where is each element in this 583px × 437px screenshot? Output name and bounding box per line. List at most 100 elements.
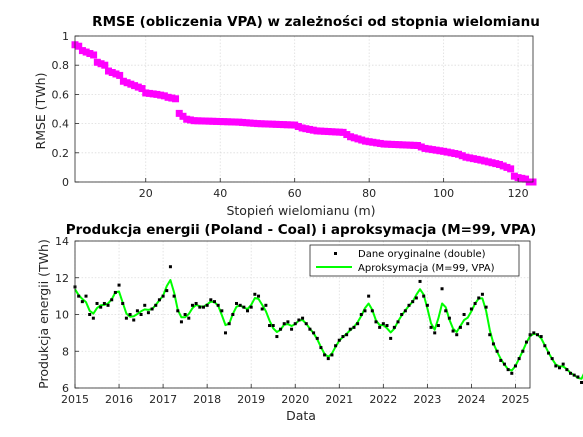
original-data-point <box>173 295 176 298</box>
original-data-point <box>411 300 414 303</box>
original-data-point <box>525 341 528 344</box>
original-data-point <box>400 313 403 316</box>
rmse-point <box>172 95 179 102</box>
original-data-point <box>536 333 539 336</box>
original-data-point <box>474 302 477 305</box>
original-data-point <box>253 293 256 296</box>
energy-y-tick-label-1: 8 <box>62 345 69 358</box>
original-data-point <box>367 295 370 298</box>
original-data-point <box>485 306 488 309</box>
original-data-point <box>231 313 234 316</box>
original-data-point <box>389 337 392 340</box>
rmse-y-tick-label-2: 0.4 <box>52 118 70 131</box>
original-data-point <box>576 375 579 378</box>
original-data-point <box>209 298 212 301</box>
original-data-point <box>360 313 363 316</box>
original-data-point <box>187 317 190 320</box>
original-data-point <box>275 335 278 338</box>
original-data-point <box>191 304 194 307</box>
original-data-point <box>444 309 447 312</box>
legend-label-approximation: Aproksymacja (M=99, VPA) <box>358 263 495 274</box>
rmse-y-tick-label-5: 1 <box>62 30 69 43</box>
original-data-point <box>180 320 183 323</box>
original-data-point <box>345 333 348 336</box>
original-data-point <box>330 353 333 356</box>
original-data-point <box>85 295 88 298</box>
original-data-point <box>459 326 462 329</box>
original-data-point <box>551 357 554 360</box>
original-data-point <box>334 344 337 347</box>
original-data-point <box>129 313 132 316</box>
original-data-point <box>499 359 502 362</box>
rmse-chart: RMSE (obliczenia VPA) w zależności od st… <box>33 14 540 218</box>
original-data-point <box>235 302 238 305</box>
energy-x-tick-label-7: 2022 <box>369 393 397 406</box>
original-data-point <box>96 302 99 305</box>
rmse-y-axis-label: RMSE (TWh) <box>33 73 48 150</box>
original-data-point <box>165 289 168 292</box>
original-data-point <box>448 317 451 320</box>
original-data-point <box>477 296 480 299</box>
original-data-point <box>250 306 253 309</box>
original-data-point <box>463 313 466 316</box>
original-data-point <box>239 304 242 307</box>
original-data-point <box>558 366 561 369</box>
original-data-point <box>481 293 484 296</box>
energy-x-tick-label-4: 2019 <box>237 393 265 406</box>
original-data-point <box>140 313 143 316</box>
original-data-point <box>319 346 322 349</box>
energy-y-axis-label: Produkcja energii (TWh) <box>36 239 51 389</box>
original-data-point <box>352 326 355 329</box>
original-data-point <box>455 333 458 336</box>
original-data-point <box>88 313 91 316</box>
rmse-x-tick-label-2: 60 <box>288 187 302 200</box>
original-data-point <box>151 307 154 310</box>
original-data-point <box>441 287 444 290</box>
original-data-point <box>301 317 304 320</box>
original-data-point <box>220 309 223 312</box>
original-data-point <box>543 344 546 347</box>
original-data-point <box>540 335 543 338</box>
original-data-point <box>125 317 128 320</box>
energy-x-ticks: 2015 2016 2017 2018 2019 2020 2021 2022 2023 2024… <box>61 384 529 406</box>
original-data-point <box>378 326 381 329</box>
energy-x-tick-label-2: 2017 <box>149 393 177 406</box>
original-data-point <box>297 319 300 322</box>
rmse-point <box>507 165 514 172</box>
original-data-point <box>184 313 187 316</box>
energy-x-tick-label-9: 2024 <box>457 393 485 406</box>
original-data-point <box>246 309 249 312</box>
rmse-x-tick-label-4: 100 <box>433 187 454 200</box>
original-data-point <box>470 307 473 310</box>
energy-x-tick-label-1: 2016 <box>105 393 133 406</box>
legend-marker-original <box>334 252 337 255</box>
energy-original-series <box>74 265 583 389</box>
rmse-y-tick-label-0: 0 <box>62 176 69 189</box>
original-data-point <box>107 304 110 307</box>
original-data-point <box>77 295 80 298</box>
original-data-point <box>496 350 499 353</box>
original-data-point <box>92 317 95 320</box>
legend-label-original: Dane oryginalne (double) <box>358 249 486 260</box>
original-data-point <box>507 368 510 371</box>
rmse-x-tick-label-1: 40 <box>213 187 227 200</box>
original-data-point <box>562 363 565 366</box>
original-data-point <box>103 302 106 305</box>
original-data-point <box>261 307 264 310</box>
original-data-point <box>110 298 113 301</box>
original-data-point <box>518 357 521 360</box>
original-data-point <box>316 337 319 340</box>
rmse-y-tick-label-1: 0.2 <box>52 147 70 160</box>
original-data-point <box>323 353 326 356</box>
original-data-point <box>169 265 172 268</box>
original-data-point <box>397 320 400 323</box>
original-data-point <box>338 339 341 342</box>
original-data-point <box>268 324 271 327</box>
original-data-point <box>198 306 201 309</box>
energy-x-tick-label-3: 2018 <box>193 393 221 406</box>
rmse-point <box>90 51 97 58</box>
original-data-point <box>514 364 517 367</box>
original-data-point <box>195 302 198 305</box>
original-data-point <box>532 331 535 334</box>
original-data-point <box>162 295 165 298</box>
